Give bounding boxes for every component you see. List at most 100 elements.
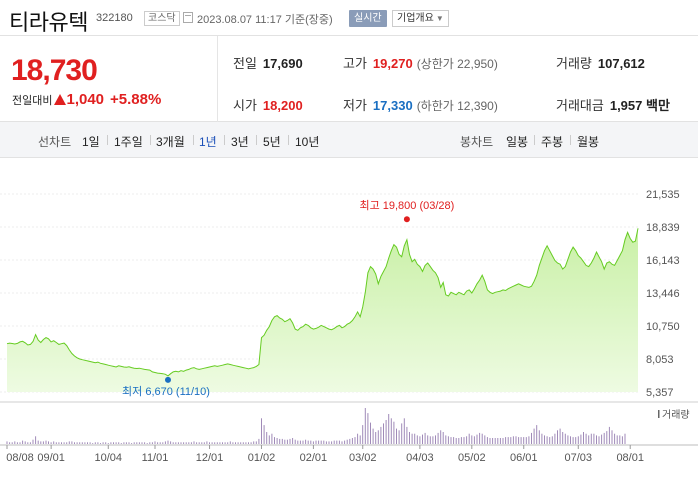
tab-5y[interactable]: 5년 <box>263 135 281 149</box>
divider <box>534 135 535 145</box>
volume-bar <box>242 442 244 444</box>
volume-bar <box>276 438 278 444</box>
tab-3y[interactable]: 3년 <box>231 135 249 149</box>
volume-bar <box>159 442 161 444</box>
volume-bar <box>603 432 605 444</box>
volume-bar <box>27 442 29 444</box>
volume-bar <box>546 436 548 444</box>
volume-bar <box>240 442 242 444</box>
volume-bar <box>167 440 169 444</box>
day-low: 저가 17,330 (하한가 12,390) <box>343 95 498 114</box>
candle-chart-label: 봉차트 <box>460 135 494 149</box>
volume-bar <box>66 442 68 444</box>
volume-bar <box>292 438 294 444</box>
tab-weekly[interactable]: 주봉 <box>541 135 564 149</box>
volume-bar <box>398 430 400 444</box>
volume-bar <box>180 442 182 444</box>
volume-bar <box>136 442 138 444</box>
volume-bar <box>351 438 353 444</box>
volume-bar <box>510 437 512 444</box>
volume-bar <box>333 440 335 444</box>
volume-bar <box>344 440 346 444</box>
volume-bar <box>619 435 621 444</box>
volume-bar <box>580 434 582 444</box>
volume-bar <box>624 433 626 444</box>
change-percent: +5.88% <box>110 91 162 108</box>
volume-label: 거래량 <box>662 409 690 421</box>
price-change: 전일대비 1,040 +5.88% <box>12 91 161 108</box>
volume-bar <box>151 442 153 444</box>
volume-bar <box>320 440 322 444</box>
tab-1w[interactable]: 1주일 <box>114 135 143 149</box>
volume-bar <box>258 438 260 444</box>
price-chart[interactable]: 21,535 18,839 16,143 13,446 10,750 8,053 5,357… <box>0 158 698 482</box>
prev-close-value: 17,690 <box>262 56 303 71</box>
current-price: 18,730 <box>11 54 98 87</box>
volume-bar <box>146 443 148 444</box>
volume-bar <box>164 441 166 444</box>
volume-bar <box>463 437 465 444</box>
volume-bar <box>253 441 255 444</box>
tab-daily[interactable]: 일봉 <box>506 135 529 149</box>
x-tick-label: 04/03 <box>406 452 434 464</box>
volume-bar <box>170 441 172 444</box>
volume-bar <box>349 438 351 444</box>
x-tick-label: 05/02 <box>458 452 486 464</box>
volume-bar <box>401 423 403 444</box>
volume-bar <box>435 435 436 444</box>
volume-bar <box>427 435 429 444</box>
line-chart-label: 선차트 <box>38 135 72 149</box>
volume-bar <box>362 425 364 444</box>
volume-bar <box>596 435 597 444</box>
volume-bar <box>61 442 62 444</box>
volume-bar <box>468 433 470 444</box>
volume-bar <box>68 441 70 444</box>
volume-bar <box>118 442 120 444</box>
volume-bar <box>390 418 392 444</box>
volume-bar <box>286 439 288 444</box>
volume-bar <box>53 441 55 444</box>
volume-bar <box>544 435 545 444</box>
volume-bar <box>144 442 146 444</box>
volume-bar <box>172 442 174 444</box>
volume-bar <box>305 439 307 444</box>
volume-bar <box>6 441 8 444</box>
volume-bar <box>261 418 262 444</box>
volume-bar <box>315 440 317 444</box>
volume-bar <box>201 442 203 444</box>
tab-1d[interactable]: 1일 <box>82 135 100 149</box>
company-info-dropdown[interactable]: 기업개요 ▼ <box>392 10 449 27</box>
volume-bar <box>232 442 234 444</box>
volume-bar <box>429 436 431 444</box>
volume-bar <box>486 437 488 444</box>
tab-monthly[interactable]: 월봉 <box>577 135 600 149</box>
price-area <box>7 228 638 392</box>
volume-bar <box>35 436 37 444</box>
volume-bar <box>24 441 26 444</box>
x-tick-label: 06/01 <box>510 452 538 464</box>
tab-1y[interactable]: 1년 <box>199 135 217 149</box>
volume-bar <box>102 442 104 444</box>
volume-bar <box>198 442 200 444</box>
divider <box>107 135 108 145</box>
volume-bar <box>123 442 125 444</box>
volume-bar <box>42 441 44 444</box>
volume-bar <box>323 440 325 444</box>
volume-bar <box>393 421 395 444</box>
volume-bar <box>81 442 83 444</box>
volume-bar <box>541 433 543 444</box>
volume-bar <box>214 442 216 444</box>
volume-bar <box>606 431 608 444</box>
volume-bar <box>325 441 327 444</box>
min-price-annotation: 최저 6,670 (11/10) <box>122 385 210 398</box>
realtime-button[interactable]: 실시간 <box>349 10 387 27</box>
tab-3m[interactable]: 3개월 <box>156 135 185 149</box>
trade-amount: 거래대금 1,957 백만 <box>556 95 670 114</box>
volume-bar <box>525 437 527 444</box>
volume-bar <box>583 432 584 444</box>
volume: 거래량 107,612 <box>556 53 645 72</box>
tab-10y[interactable]: 10년 <box>295 135 320 149</box>
volume-bar <box>458 438 460 444</box>
volume-bar <box>585 433 587 444</box>
x-tick-label: 03/02 <box>349 452 377 464</box>
